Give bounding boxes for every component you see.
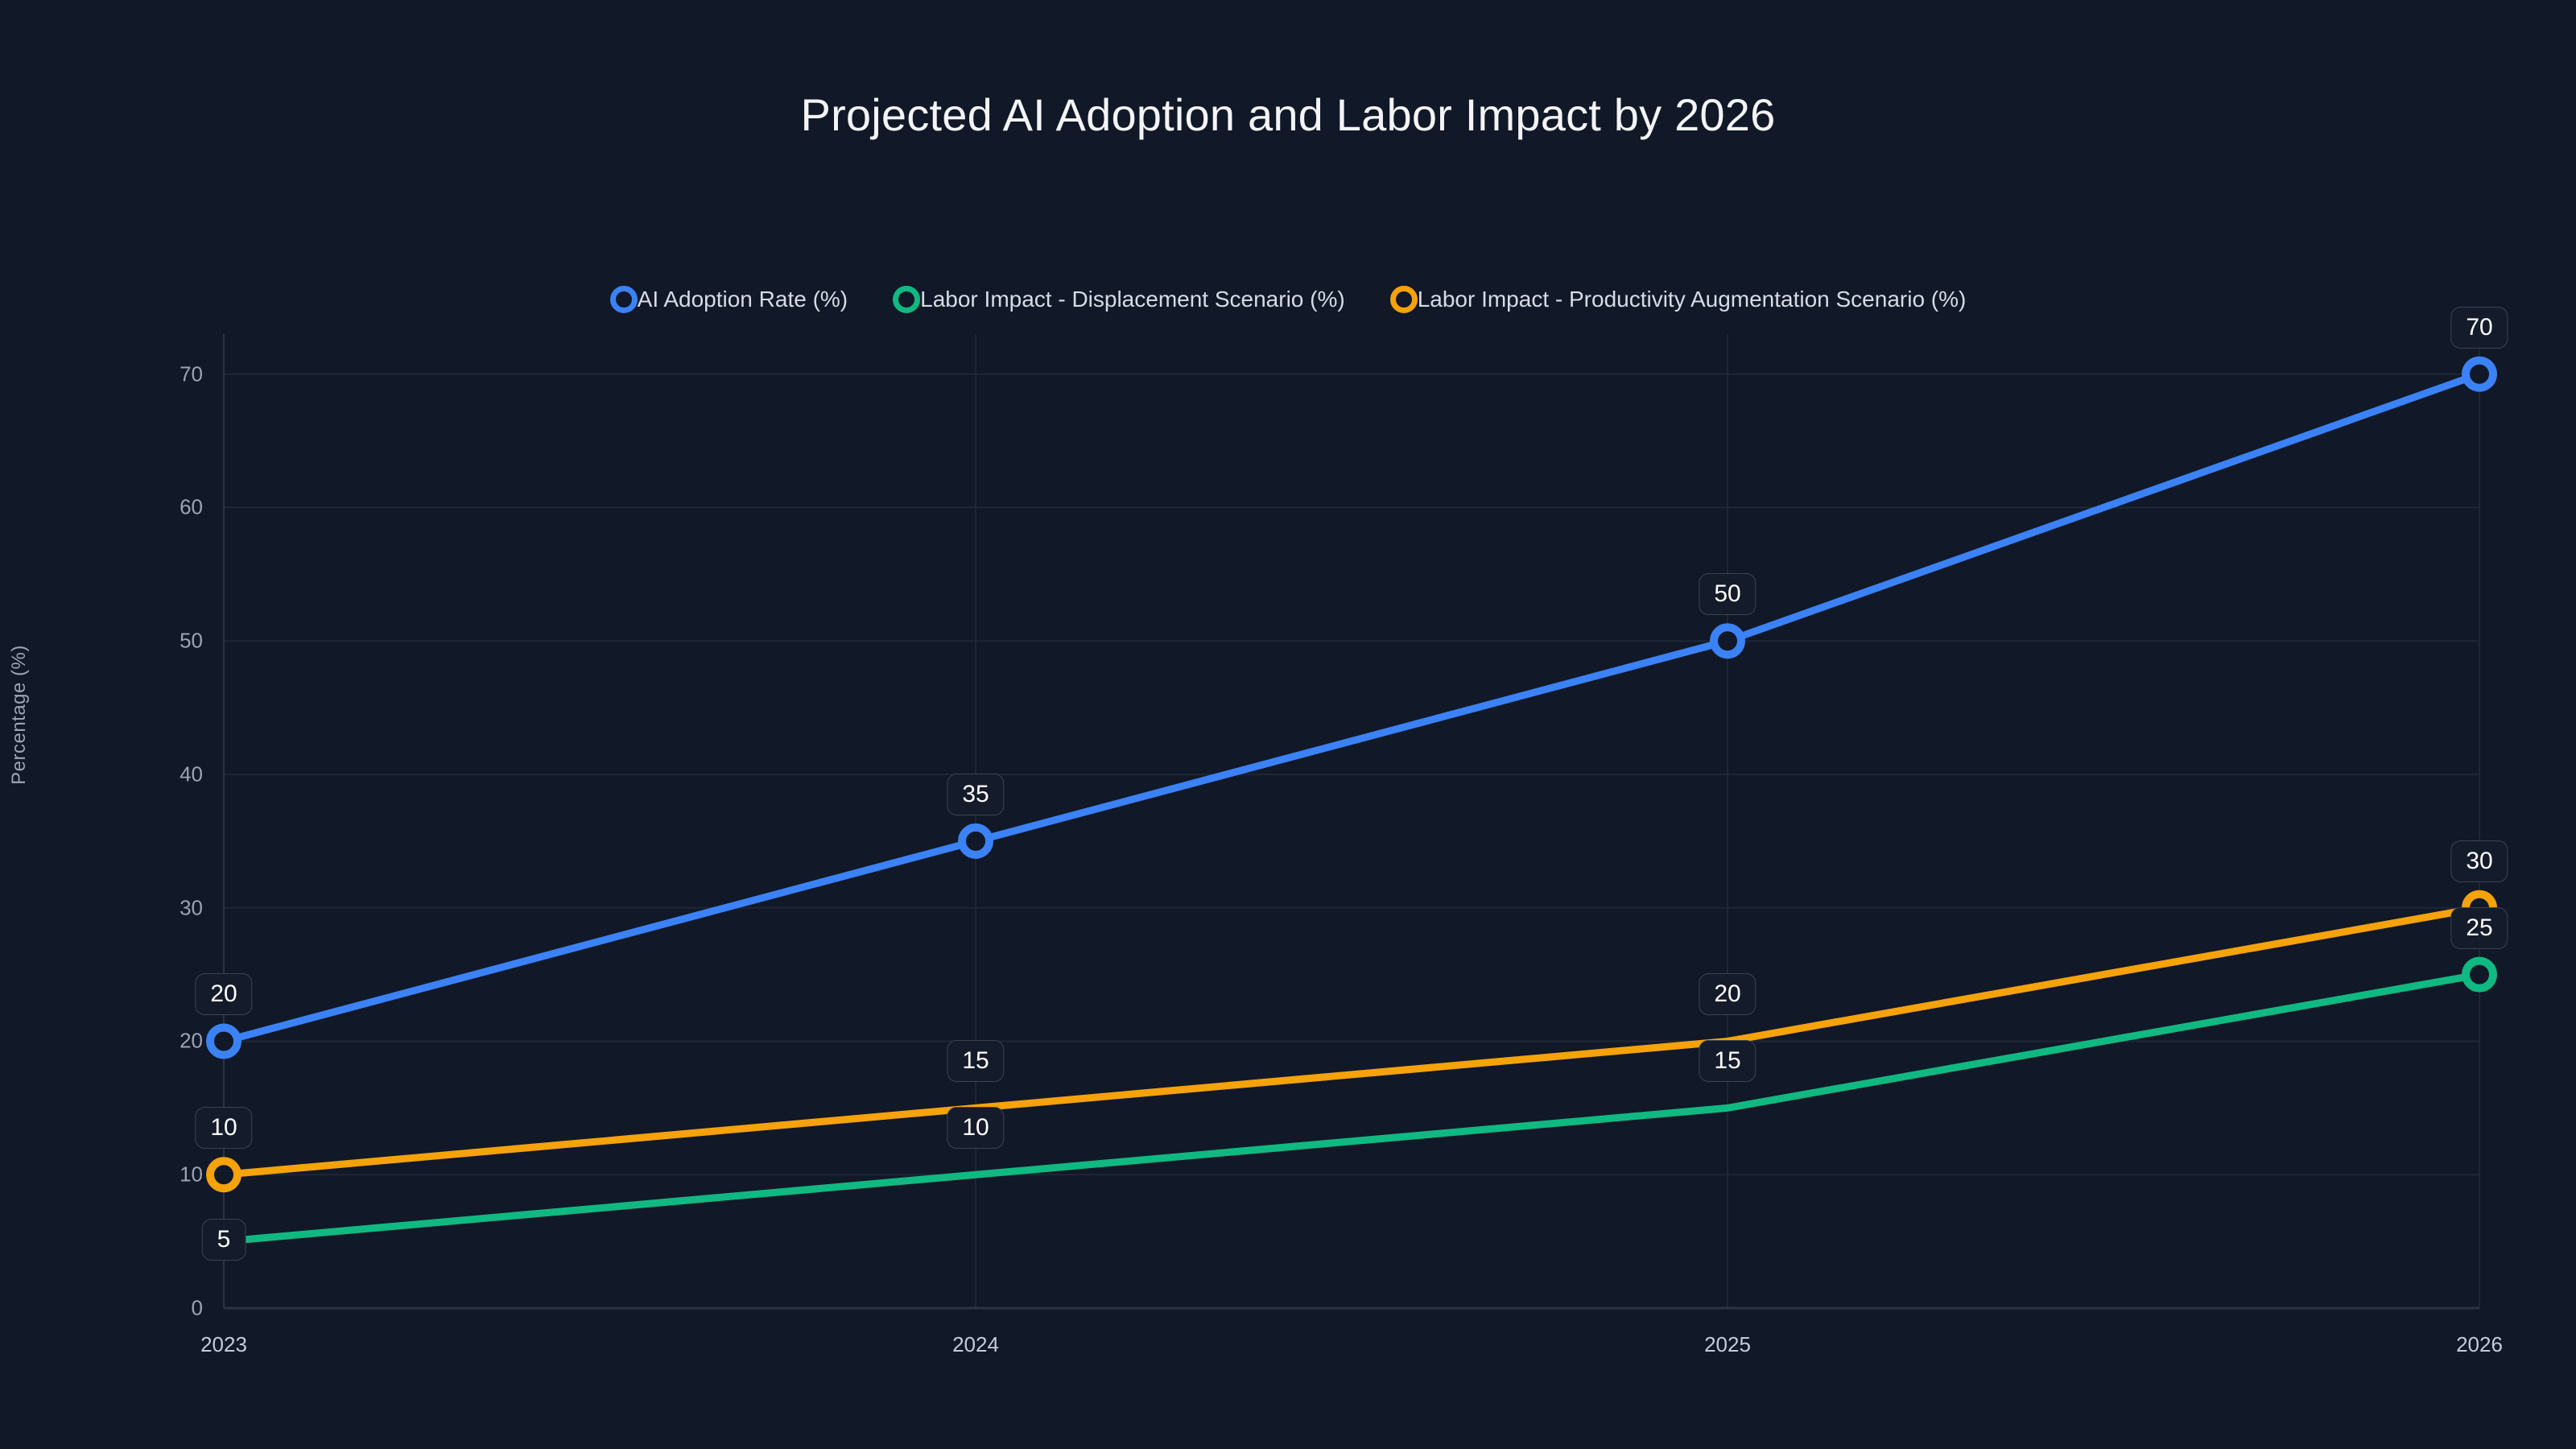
data-point-label: 35: [947, 773, 1005, 815]
y-axis-tick-label: 40: [180, 762, 203, 786]
data-point-label: 20: [195, 973, 253, 1016]
data-point-label: 10: [195, 1107, 253, 1150]
data-point-label: 70: [2450, 306, 2508, 349]
legend-circle-icon: [609, 286, 638, 313]
data-point-label: 15: [1699, 1040, 1757, 1083]
data-point-label: 30: [2450, 840, 2508, 882]
legend-item-labor-impact-productivity[interactable]: Labor Impact - Productivity Augmentation…: [1389, 286, 1967, 313]
data-point-label: 50: [1699, 573, 1757, 616]
data-point-label: 5: [201, 1219, 246, 1261]
y-axis-tick-label: 0: [191, 1295, 203, 1320]
legend-label: AI Adoption Rate (%): [637, 287, 848, 312]
legend-label: Labor Impact - Displacement Scenario (%): [920, 287, 1345, 312]
x-axis-tick-label: 2026: [2456, 1332, 2503, 1356]
data-point-label: 25: [2450, 906, 2508, 949]
y-axis-tick-label: 50: [180, 628, 203, 653]
y-axis-tick-label: 60: [180, 494, 203, 519]
data-point-label: 10: [947, 1107, 1005, 1150]
y-axis-tick-label: 10: [180, 1162, 203, 1187]
y-axis-tick-label: 30: [180, 895, 203, 920]
x-axis-tick-label: 2024: [952, 1332, 999, 1356]
data-point-label: 15: [947, 1040, 1005, 1083]
legend-circle-icon: [893, 286, 921, 313]
legend-item-ai-adoption-rate[interactable]: AI Adoption Rate (%): [609, 286, 848, 313]
x-axis-tick-label: 2023: [200, 1332, 247, 1356]
chart-title: Projected AI Adoption and Labor Impact b…: [800, 89, 1776, 140]
y-axis-tick-label: 20: [180, 1028, 203, 1053]
chart-legend: AI Adoption Rate (%) Labor Impact - Disp…: [0, 286, 2576, 313]
y-axis-tick-label: 70: [180, 361, 203, 386]
legend-circle-icon: [1389, 286, 1418, 313]
legend-label: Labor Impact - Productivity Augmentation…: [1417, 287, 1967, 312]
legend-item-labor-impact-displacement[interactable]: Labor Impact - Displacement Scenario (%): [893, 286, 1345, 313]
x-axis-tick-label: 2025: [1704, 1332, 1751, 1356]
data-point-label: 20: [1699, 973, 1757, 1016]
